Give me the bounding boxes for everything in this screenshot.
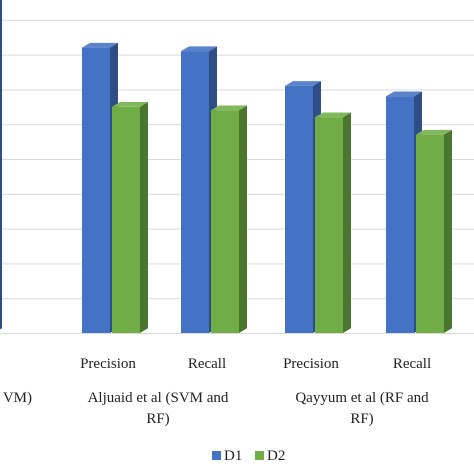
- group-label: Qayyum et al (RF and: [295, 390, 429, 406]
- legend: D1 D2: [212, 448, 285, 464]
- legend-swatch-d2: [255, 451, 264, 460]
- group-label: Aljuaid et al (SVM and: [88, 390, 229, 406]
- legend-label-d2: D2: [267, 448, 285, 464]
- bar-d1-0: [0, 0, 2, 330]
- bar-d2-1: [112, 102, 148, 333]
- x-tick-label: Precision: [80, 356, 136, 372]
- x-tick-label: Recall: [188, 356, 226, 372]
- bar-d2-3: [315, 112, 351, 334]
- group-label: VM): [3, 390, 32, 406]
- bars: [0, 0, 452, 334]
- x-tick-label: Precision: [283, 356, 339, 372]
- group-label: RF): [350, 411, 373, 427]
- legend-swatch-d1: [212, 451, 221, 460]
- bar-d2-2: [211, 105, 247, 333]
- x-tick-label: Recall: [393, 356, 431, 372]
- x-axis-labels: allPrecisionRecallPrecisionRecallVM)Alju…: [3, 356, 431, 427]
- legend-label-d1: D1: [224, 448, 242, 464]
- bar-d2-4: [416, 129, 452, 333]
- group-label: RF): [146, 411, 169, 427]
